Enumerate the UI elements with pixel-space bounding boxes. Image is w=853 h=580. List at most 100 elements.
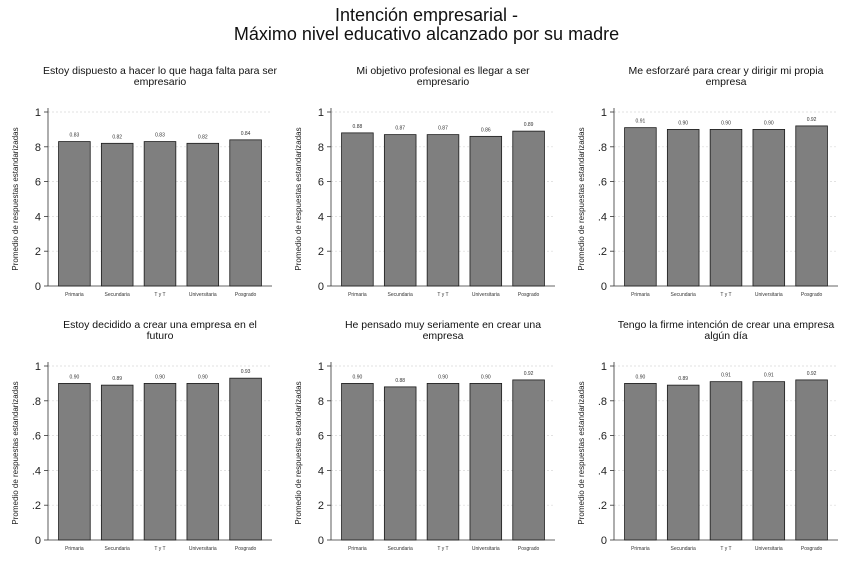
x-tick-label: Primaria	[348, 292, 367, 298]
bar	[624, 383, 657, 541]
bar-value-label: 0.87	[438, 126, 448, 132]
x-tick-label: Primaria	[65, 546, 84, 552]
bar	[624, 127, 657, 287]
y-tick-label: 2	[318, 500, 324, 512]
chart-title: Mi objetivo profesional es llegar a ser e…	[323, 66, 563, 88]
bar-value-label: 0.91	[636, 119, 646, 125]
bar	[795, 125, 828, 287]
bar-value-label: 0.82	[198, 134, 208, 140]
bar-value-label: 0.87	[395, 126, 405, 132]
y-tick-label: 0	[35, 535, 41, 547]
y-tick-label: 4	[318, 211, 324, 223]
y-tick-label: 8	[318, 396, 324, 408]
bar	[512, 379, 545, 541]
bar-value-label: 0.90	[155, 374, 165, 380]
bar	[143, 141, 177, 287]
chart-title-line: futuro	[146, 330, 174, 342]
chart-title: He pensado muy seriamente en crear una em…	[323, 320, 563, 342]
x-tick-label: Universitaria	[472, 546, 500, 552]
bar	[469, 383, 503, 541]
x-tick-label: Posgrado	[235, 292, 257, 298]
bar-chart: 0 .2 .4 .6 .8 1 Promedio de respuestas estanda…	[577, 107, 838, 298]
bar-value-label: 0.86	[481, 127, 491, 133]
x-tick-label: Secundaria	[671, 546, 697, 552]
bar	[100, 142, 134, 287]
x-tick-label: T y T	[720, 546, 731, 552]
bar-value-label: 0.90	[764, 120, 774, 126]
x-tick-label: T y T	[437, 546, 448, 552]
bar-value-label: 0.90	[353, 374, 363, 380]
bar-value-label: 0.90	[438, 374, 448, 380]
y-axis-label: Promedio de respuestas estandarizadas	[577, 381, 586, 524]
chart-title-line: empresario	[133, 76, 187, 88]
chart-panel: Mi objetivo profesional es llegar a ser e…	[283, 66, 567, 326]
bar	[666, 129, 700, 287]
y-tick-label: 1	[318, 107, 324, 119]
bar-value-label: 0.83	[155, 133, 165, 139]
x-tick-label: T y T	[720, 292, 731, 298]
x-tick-label: Primaria	[631, 546, 650, 552]
x-tick-label: Universitaria	[755, 546, 783, 552]
bar	[709, 129, 743, 287]
x-tick-label: Secundaria	[671, 292, 697, 298]
bar-chart: 0 2 4 6 8 1 Promedio de respuestas estandariza…	[294, 361, 555, 552]
bar	[229, 377, 262, 541]
bar	[752, 381, 786, 541]
bar	[186, 142, 220, 287]
y-tick-label: .6	[598, 431, 607, 443]
y-tick-label: 0	[318, 281, 324, 293]
bar-value-label: 0.88	[395, 378, 405, 384]
y-tick-label: 0	[601, 281, 607, 293]
y-tick-label: .4	[598, 211, 607, 223]
chart-title-line: empresa	[422, 330, 464, 342]
chart-title: Estoy dispuesto a hacer lo que haga falt…	[40, 66, 280, 88]
bar	[709, 381, 743, 541]
bar-value-label: 0.92	[807, 117, 817, 123]
chart-title-line: empresario	[416, 76, 470, 88]
bar-value-label: 0.83	[70, 133, 80, 139]
bar-value-label: 0.90	[70, 374, 80, 380]
y-axis-label: Promedio de respuestas estandarizadas	[294, 381, 303, 524]
x-tick-label: T y T	[154, 292, 165, 298]
x-tick-label: Primaria	[348, 546, 367, 552]
bar-value-label: 0.93	[241, 369, 251, 375]
bar-value-label: 0.89	[524, 122, 534, 128]
bar	[426, 134, 460, 287]
bar-value-label: 0.90	[481, 374, 491, 380]
y-tick-label: .2	[598, 246, 607, 258]
x-tick-label: Posgrado	[235, 546, 257, 552]
x-tick-label: Universitaria	[189, 546, 217, 552]
y-tick-label: 0	[318, 535, 324, 547]
chart-title-line: Tengo la firme intención de crear una em…	[617, 319, 835, 331]
y-tick-label: .6	[32, 431, 41, 443]
chart-panel: Estoy dispuesto a hacer lo que haga falt…	[0, 66, 284, 326]
y-tick-label: 0	[35, 281, 41, 293]
bar-chart: 0 2 4 6 8 1 Promedio de respuestas estandariza…	[294, 107, 555, 298]
x-tick-label: Posgrado	[518, 292, 540, 298]
bar-chart: 0 2 4 6 8 1 Promedio de respuestas estandariza…	[11, 107, 272, 298]
bar	[186, 383, 220, 541]
bar	[512, 130, 545, 287]
chart-title-line: empresa	[705, 76, 747, 88]
y-axis-label: Promedio de respuestas estandarizadas	[11, 381, 20, 524]
bar	[229, 139, 262, 287]
y-tick-label: .6	[598, 177, 607, 189]
bar	[58, 383, 91, 541]
x-tick-label: Secundaria	[105, 546, 131, 552]
y-tick-label: 6	[318, 177, 324, 189]
figure-title: Intención empresarial - Máximo nivel edu…	[0, 6, 853, 44]
bar-value-label: 0.84	[241, 131, 251, 137]
chart-title-line: Estoy decidido a crear una empresa en el	[63, 319, 257, 331]
bar	[469, 135, 503, 287]
chart-title: Tengo la firme intención de crear una em…	[606, 320, 846, 342]
bar	[383, 134, 417, 287]
bar	[341, 132, 374, 287]
y-tick-label: 1	[601, 107, 607, 119]
bar-value-label: 0.88	[353, 124, 363, 130]
figure-title-line-2: Máximo nivel educativo alcanzado por su …	[233, 24, 620, 44]
x-tick-label: T y T	[154, 546, 165, 552]
y-tick-label: 4	[318, 465, 324, 477]
x-tick-label: Primaria	[631, 292, 650, 298]
chart-title-line: algún día	[704, 330, 748, 342]
chart-title-line: Estoy dispuesto a hacer lo que haga falt…	[42, 65, 278, 77]
